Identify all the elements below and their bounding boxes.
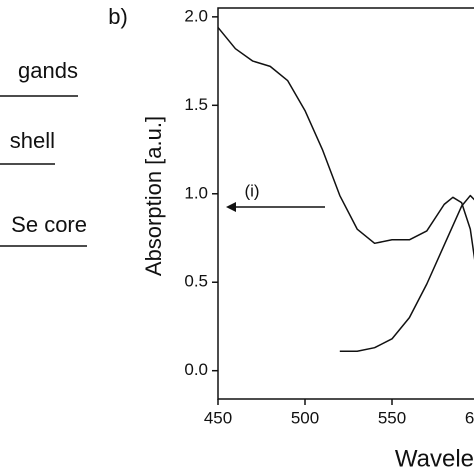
annotation: (i) xyxy=(244,181,259,200)
x-tick-label: 450 xyxy=(204,408,232,427)
y-tick-label: 1.0 xyxy=(184,183,208,202)
x-tick-label: 600 xyxy=(465,408,474,427)
panel-label: b) xyxy=(108,4,128,29)
y-tick-label: 0.5 xyxy=(184,272,208,291)
y-tick-label: 2.0 xyxy=(184,6,208,25)
side-label: Se core xyxy=(11,212,87,237)
x-tick-label: 500 xyxy=(291,408,319,427)
spectrum-line xyxy=(217,26,474,260)
x-axis-label: Wavele xyxy=(395,445,474,472)
y-tick-label: 1.5 xyxy=(184,95,208,114)
side-label: gands xyxy=(18,58,78,83)
arrow-head xyxy=(226,202,236,212)
y-tick-label: 0.0 xyxy=(184,360,208,379)
spectrum-line xyxy=(339,194,474,352)
x-tick-label: 550 xyxy=(378,408,406,427)
side-label: shell xyxy=(10,128,55,153)
y-axis-label: Absorption [a.u.] xyxy=(141,116,166,276)
plot-frame xyxy=(217,7,474,400)
